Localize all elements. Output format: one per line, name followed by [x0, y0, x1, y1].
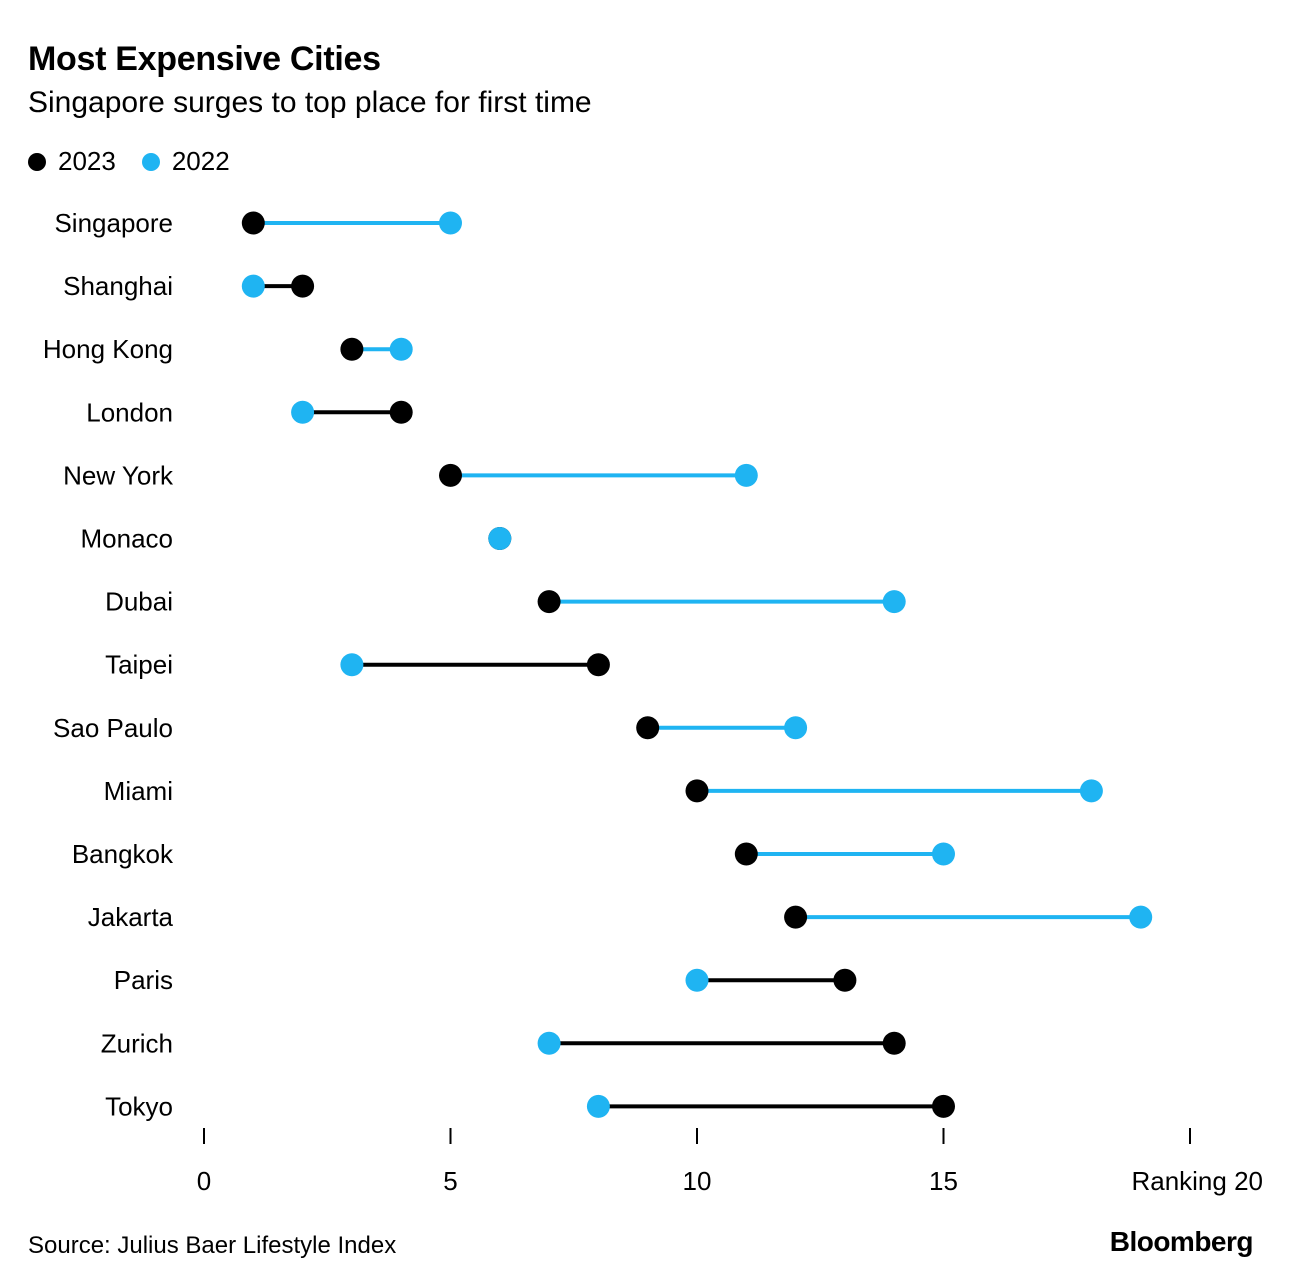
point-2023-taipei — [586, 653, 610, 677]
x-tick-label-15: 15 — [929, 1166, 958, 1196]
source-note: Source: Julius Baer Lifestyle Index — [28, 1232, 397, 1259]
category-label-jakarta: Jakarta — [88, 902, 174, 932]
category-label-tokyo: Tokyo — [105, 1091, 173, 1121]
point-2023-singapore — [241, 211, 265, 235]
point-2022-singapore — [439, 211, 462, 235]
point-2023-hong-kong — [340, 337, 364, 361]
category-label-monaco: Monaco — [81, 524, 174, 554]
chart-subtitle: Singapore surges to top place for first … — [28, 86, 592, 119]
category-label-sao-paulo: Sao Paulo — [53, 713, 173, 743]
point-2022-hong-kong — [389, 337, 413, 361]
legend: 2023 2022 — [28, 146, 256, 177]
legend-item-2023: 2023 — [28, 146, 116, 177]
point-2022-london — [291, 400, 315, 424]
point-2022-dubai — [882, 590, 906, 614]
category-label-dubai: Dubai — [105, 587, 173, 617]
category-label-taipei: Taipei — [105, 650, 173, 680]
point-2022-shanghai — [241, 274, 265, 298]
legend-item-2022: 2022 — [141, 146, 230, 177]
point-2023-london — [389, 400, 413, 424]
chart-title: Most Expensive Cities — [28, 40, 381, 78]
point-2023-new-york — [439, 463, 462, 487]
point-2022-monaco — [488, 527, 512, 550]
point-2023-miami — [685, 779, 709, 803]
point-2022-paris — [685, 968, 709, 992]
point-2023-dubai — [537, 590, 561, 614]
point-2022-taipei — [340, 653, 364, 677]
point-2023-sao-paulo — [636, 716, 660, 740]
category-label-singapore: Singapore — [54, 208, 173, 238]
point-2022-tokyo — [586, 1094, 610, 1118]
category-label-paris: Paris — [114, 965, 173, 995]
point-2023-paris — [833, 968, 857, 992]
point-2022-bangkok — [932, 842, 955, 866]
category-label-miami: Miami — [104, 776, 173, 806]
x-tick-label-10: 10 — [683, 1166, 712, 1196]
brand-logo: Bloomberg — [1109, 1226, 1254, 1257]
legend-dot-2023 — [28, 152, 46, 171]
point-2023-tokyo — [932, 1094, 955, 1118]
point-2023-zurich — [882, 1031, 906, 1055]
point-2022-jakarta — [1129, 905, 1153, 929]
point-2022-miami — [1079, 779, 1103, 803]
legend-dot-2022 — [141, 152, 160, 171]
category-label-bangkok: Bangkok — [72, 839, 174, 869]
x-tick-label-0: 0 — [197, 1166, 211, 1196]
category-label-hong-kong: Hong Kong — [43, 334, 173, 364]
category-label-new-york: New York — [63, 460, 174, 490]
point-2022-sao-paulo — [784, 716, 808, 740]
legend-label-2022: 2022 — [171, 146, 230, 176]
category-label-london: London — [86, 397, 173, 427]
point-2022-new-york — [734, 463, 758, 487]
category-label-zurich: Zurich — [101, 1028, 173, 1058]
legend-label-2023: 2023 — [58, 146, 116, 176]
point-2023-jakarta — [784, 905, 808, 929]
category-label-shanghai: Shanghai — [63, 271, 173, 301]
point-2023-bangkok — [734, 842, 758, 866]
point-2022-zurich — [537, 1031, 561, 1055]
x-tick-label-20: Ranking 20 — [1131, 1166, 1263, 1196]
point-2023-shanghai — [291, 274, 315, 298]
x-tick-label-5: 5 — [443, 1166, 457, 1196]
